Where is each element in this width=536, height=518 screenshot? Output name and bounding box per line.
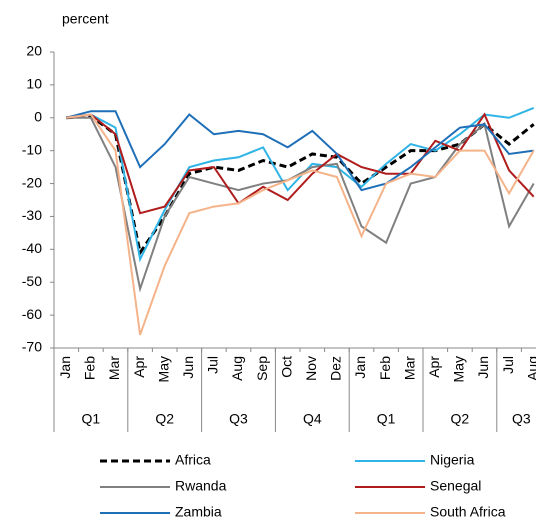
x-tick-label: Nov [303, 356, 319, 381]
x-tick-label: May [451, 356, 467, 382]
x-tick-label: Mar [106, 356, 122, 380]
y-axis-label: percent [62, 11, 109, 27]
group-label: Q4 [303, 411, 322, 427]
y-tick-label: 20 [26, 43, 42, 59]
y-tick-label: -70 [22, 339, 42, 355]
x-tick-label: Jul [500, 356, 516, 374]
series-line [66, 112, 535, 215]
group-label: Q2 [451, 411, 470, 427]
legend-label: Senegal [430, 478, 481, 494]
y-tick-label: -10 [22, 141, 42, 157]
y-tick-label: -50 [22, 273, 42, 289]
x-tick-label: Feb [377, 356, 393, 380]
legend-label: Africa [175, 452, 211, 468]
legend-label: Rwanda [175, 478, 227, 494]
x-tick-label: Mar [401, 356, 417, 380]
series-line [66, 106, 535, 263]
y-tick-label: -30 [22, 207, 42, 223]
series-line [66, 114, 535, 257]
group-label: Q1 [377, 411, 396, 427]
x-tick-label: Feb [82, 356, 98, 380]
x-tick-label: Sep [254, 356, 270, 381]
legend-label: Zambia [175, 504, 222, 518]
x-tick-label: Jan [57, 356, 73, 379]
x-tick-label: May [155, 356, 171, 382]
legend-label: South Africa [430, 504, 506, 518]
x-tick-label: Jun [475, 356, 491, 379]
group-label: Q3 [512, 411, 531, 427]
x-tick-label: Aug [524, 356, 536, 381]
y-tick-label: -60 [22, 306, 42, 322]
y-tick-label: 10 [26, 76, 42, 92]
y-tick-label: -20 [22, 174, 42, 190]
x-tick-label: Apr [131, 356, 147, 378]
group-label: Q3 [229, 411, 248, 427]
legend-label: Nigeria [430, 452, 475, 468]
series-line [66, 113, 535, 336]
x-tick-label: Aug [229, 356, 245, 381]
group-label: Q2 [155, 411, 174, 427]
x-tick-label: Dez [328, 356, 344, 381]
group-label: Q1 [82, 411, 101, 427]
x-tick-label: Jun [180, 356, 196, 379]
y-tick-label: -40 [22, 240, 42, 256]
x-tick-label: Jan [352, 356, 368, 379]
y-tick-label: 0 [34, 108, 42, 124]
x-tick-label: Jul [205, 356, 221, 374]
x-tick-label: Apr [426, 356, 442, 378]
series-line [66, 110, 534, 192]
x-tick-label: Oct [278, 356, 294, 378]
